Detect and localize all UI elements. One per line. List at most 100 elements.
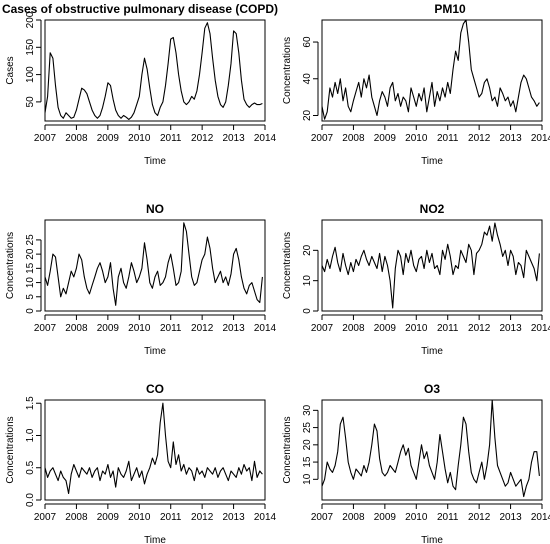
x-tick-label: 2012 [468, 323, 491, 334]
series-line [321, 19, 540, 120]
y-tick-label: 25 [302, 422, 313, 434]
x-tick-label: 2013 [499, 133, 522, 144]
x-tick-label: 2014 [531, 133, 550, 144]
y-tick-label: 0 [25, 308, 36, 314]
y-axis: 20 40 60 [302, 36, 319, 121]
y-tick-label: 50 [25, 96, 36, 108]
x-tick-label: 2011 [437, 133, 459, 144]
x-tick-label: 2014 [254, 512, 277, 523]
y-axis: 0.0 0.5 1.0 1.5 [25, 396, 42, 507]
chart-panel-2: PM10 2007 2008 2009 2010 2011 2012 2013 2014 20 40… [282, 2, 550, 167]
y-tick-label: 10 [302, 473, 313, 485]
y-axis: 10 15 20 25 30 [302, 404, 319, 485]
x-tick-label: 2007 [311, 323, 334, 334]
chart-panel-5: CO 2007 2008 2009 2010 2011 2012 2013 2014 0.0 0.5… [5, 382, 277, 544]
series-line [321, 399, 540, 498]
x-tick-label: 2008 [65, 323, 88, 334]
x-tick-label: 2011 [160, 512, 182, 523]
series-line [44, 22, 263, 120]
x-tick-label: 2014 [531, 323, 550, 334]
series-line [44, 402, 263, 495]
x-tick-label: 2009 [374, 512, 397, 523]
x-axis-label: Time [144, 535, 166, 544]
x-tick-label: 2009 [97, 323, 120, 334]
x-tick-label: 2012 [468, 512, 491, 523]
chart-title: PM10 [434, 2, 466, 16]
y-axis-label: Concentrations [5, 416, 16, 483]
x-tick-label: 2010 [405, 512, 428, 523]
y-tick-label: 60 [302, 36, 313, 48]
y-tick-label: 20 [302, 439, 313, 451]
x-tick-label: 2010 [128, 512, 151, 523]
y-tick-label: 0.0 [25, 493, 36, 507]
plot-frame [321, 399, 543, 501]
chart-title: NO2 [420, 202, 445, 216]
x-tick-label: 2013 [222, 323, 245, 334]
y-tick-label: 150 [25, 39, 36, 56]
y-axis-label: Concentrations [282, 232, 293, 299]
plot-frame [44, 219, 266, 312]
x-axis-label: Time [421, 535, 443, 544]
x-tick-label: 2010 [405, 323, 428, 334]
x-axis: 2007 2008 2009 2010 2011 2012 2013 2014 [311, 314, 550, 334]
y-axis-label: Concentrations [282, 37, 293, 104]
x-tick-label: 2012 [468, 133, 491, 144]
x-tick-label: 2012 [191, 512, 214, 523]
y-tick-label: 20 [302, 244, 313, 256]
y-axis-label: Concentrations [5, 232, 16, 299]
y-axis-label: Concentrations [282, 416, 293, 483]
x-tick-label: 2009 [97, 133, 120, 144]
x-tick-label: 2010 [128, 133, 151, 144]
y-tick-label: 10 [302, 275, 313, 287]
x-tick-label: 2011 [437, 512, 459, 523]
y-tick-label: 20 [25, 248, 36, 260]
x-tick-label: 2012 [191, 133, 214, 144]
y-tick-label: 200 [25, 11, 36, 28]
x-tick-label: 2014 [254, 323, 277, 334]
x-tick-label: 2013 [222, 133, 245, 144]
x-tick-label: 2014 [254, 133, 277, 144]
x-tick-label: 2008 [342, 512, 365, 523]
y-tick-label: 30 [302, 404, 313, 416]
x-axis: 2007 2008 2009 2010 2011 2012 2013 2014 [311, 503, 550, 523]
y-tick-label: 40 [302, 73, 313, 85]
x-tick-label: 2013 [499, 512, 522, 523]
x-axis-label: Time [421, 346, 443, 357]
y-tick-label: 15 [25, 262, 36, 274]
x-axis: 2007 2008 2009 2010 2011 2012 2013 2014 [34, 503, 277, 523]
x-axis-label: Time [144, 156, 166, 167]
x-tick-label: 2010 [128, 323, 151, 334]
x-tick-label: 2007 [34, 512, 57, 523]
x-tick-label: 2011 [160, 133, 182, 144]
x-tick-label: 2007 [34, 323, 57, 334]
x-tick-label: 2010 [405, 133, 428, 144]
y-axis: 50 100 150 200 [25, 11, 42, 108]
y-tick-label: 10 [25, 277, 36, 289]
x-tick-label: 2011 [160, 323, 182, 334]
y-tick-label: 1.0 [25, 428, 36, 442]
x-axis-label: Time [421, 156, 443, 167]
x-axis: 2007 2008 2009 2010 2011 2012 2013 2014 [34, 124, 277, 144]
chart-panel-4: NO2 2007 2008 2009 2010 2011 2012 2013 2014 0 10 20… [282, 202, 550, 357]
x-tick-label: 2007 [34, 133, 57, 144]
chart-panel-6: O3 2007 2008 2009 2010 2011 2012 2013 2014 10 15 20… [282, 382, 550, 544]
chart-panel-3: NO 2007 2008 2009 2010 2011 2012 2013 2014 0 5 10 15… [5, 202, 277, 357]
chart-title: Cases of obstructive pulmonary disease (… [2, 2, 278, 16]
chart-title: NO [146, 202, 164, 216]
chart-panel-1: Cases of obstructive pulmonary disease (… [2, 2, 278, 167]
x-tick-label: 2009 [374, 323, 397, 334]
series-line [321, 222, 540, 309]
x-tick-label: 2009 [97, 512, 120, 523]
chart-title: O3 [424, 382, 440, 396]
x-tick-label: 2013 [499, 323, 522, 334]
x-axis: 2007 2008 2009 2010 2011 2012 2013 2014 [34, 314, 277, 334]
plot-frame [321, 19, 543, 122]
chart-title: CO [146, 382, 164, 396]
y-axis: 0 5 10 15 20 25 [25, 234, 42, 314]
x-tick-label: 2008 [342, 133, 365, 144]
y-tick-label: 100 [25, 66, 36, 83]
y-tick-label: 1.5 [25, 396, 36, 410]
series-line [44, 222, 263, 306]
x-tick-label: 2012 [191, 323, 214, 334]
y-tick-label: 15 [302, 456, 313, 468]
